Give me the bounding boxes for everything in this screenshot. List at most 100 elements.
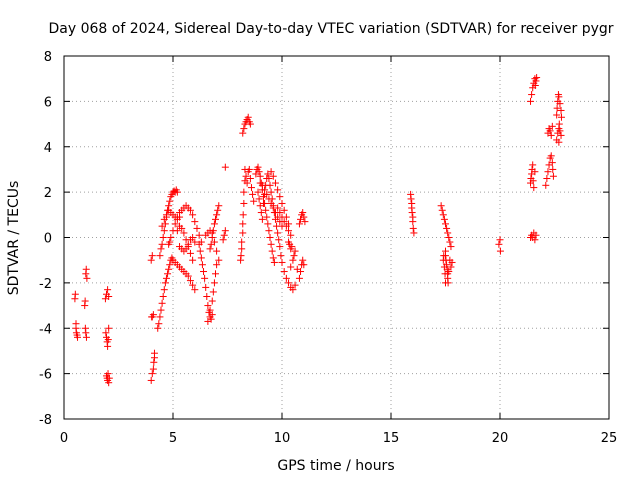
data-point <box>219 236 227 244</box>
x-tick-label: 10 <box>274 431 291 446</box>
data-point <box>148 252 156 260</box>
data-point <box>256 172 264 180</box>
data-point <box>157 245 165 253</box>
data-point <box>210 279 218 287</box>
data-point <box>212 215 220 223</box>
data-point <box>444 229 452 237</box>
y-tick-label: -6 <box>39 368 52 383</box>
data-point <box>299 209 307 217</box>
data-point <box>437 202 445 210</box>
data-point <box>263 190 271 198</box>
data-point <box>208 229 216 237</box>
data-point <box>293 265 301 273</box>
data-point <box>208 297 216 305</box>
data-point <box>156 252 164 260</box>
data-point <box>548 122 556 130</box>
data-point <box>203 292 211 300</box>
data-point <box>285 279 293 287</box>
data-point <box>548 159 556 167</box>
data-point <box>282 222 290 230</box>
data-point <box>255 168 263 176</box>
data-point <box>495 240 503 248</box>
data-point <box>266 181 274 189</box>
data-point <box>282 274 290 282</box>
data-point <box>274 204 282 212</box>
data-point <box>263 213 271 221</box>
data-point <box>300 261 308 269</box>
data-point <box>280 206 288 214</box>
y-tick-label: 0 <box>44 232 52 247</box>
data-point <box>198 261 206 269</box>
data-point <box>237 252 245 260</box>
x-tick-label: 25 <box>601 431 618 446</box>
data-point <box>71 290 79 298</box>
data-point <box>189 234 197 241</box>
data-point <box>159 292 167 300</box>
data-point <box>291 281 299 289</box>
data-point <box>301 218 309 226</box>
data-point <box>447 263 455 271</box>
data-point <box>278 213 286 221</box>
data-point <box>278 199 286 207</box>
data-point <box>447 243 455 251</box>
data-point <box>553 104 561 112</box>
data-point <box>258 181 266 189</box>
data-point <box>300 213 308 221</box>
data-point <box>280 268 288 276</box>
data-point <box>527 97 535 105</box>
data-point <box>269 254 277 262</box>
data-point <box>105 374 113 382</box>
data-point <box>186 206 194 214</box>
data-point <box>557 106 565 114</box>
data-point <box>210 220 218 228</box>
data-point <box>445 268 453 276</box>
data-point <box>267 199 275 207</box>
data-point <box>209 288 217 296</box>
data-point <box>210 238 218 246</box>
data-point <box>285 227 293 235</box>
data-point <box>204 317 212 325</box>
data-point <box>267 168 275 176</box>
data-point <box>556 127 564 135</box>
data-point <box>442 279 449 287</box>
data-point <box>265 227 273 235</box>
data-point <box>555 93 563 101</box>
data-point <box>299 256 307 264</box>
data-point <box>195 231 203 239</box>
data-point <box>167 234 175 241</box>
axis-ticks <box>63 55 610 420</box>
data-point <box>213 247 221 255</box>
data-point <box>180 229 188 237</box>
data-point <box>262 206 270 214</box>
data-point <box>247 184 255 192</box>
data-point <box>104 286 112 294</box>
data-point <box>496 247 504 255</box>
data-point <box>553 111 561 119</box>
data-point <box>245 165 253 173</box>
data-point <box>149 365 157 373</box>
x-tick-label: 5 <box>169 431 177 446</box>
data-point <box>189 211 197 219</box>
data-point <box>81 297 89 305</box>
data-point <box>280 218 288 226</box>
data-point <box>154 324 162 332</box>
data-point <box>162 274 170 282</box>
data-point <box>221 163 229 171</box>
data-point <box>290 252 298 260</box>
data-point <box>166 261 174 269</box>
data-point <box>261 186 269 194</box>
data-points <box>71 74 565 387</box>
data-point <box>240 188 248 196</box>
data-point <box>258 215 266 223</box>
data-point <box>220 231 228 239</box>
data-point <box>242 172 250 180</box>
data-point <box>529 177 537 185</box>
data-point <box>246 175 254 183</box>
data-point <box>189 256 197 264</box>
data-point <box>191 238 199 246</box>
y-tick-label: -4 <box>39 322 52 337</box>
data-point <box>546 127 554 135</box>
data-point <box>105 379 113 387</box>
data-point <box>160 286 168 294</box>
data-point <box>547 152 555 160</box>
